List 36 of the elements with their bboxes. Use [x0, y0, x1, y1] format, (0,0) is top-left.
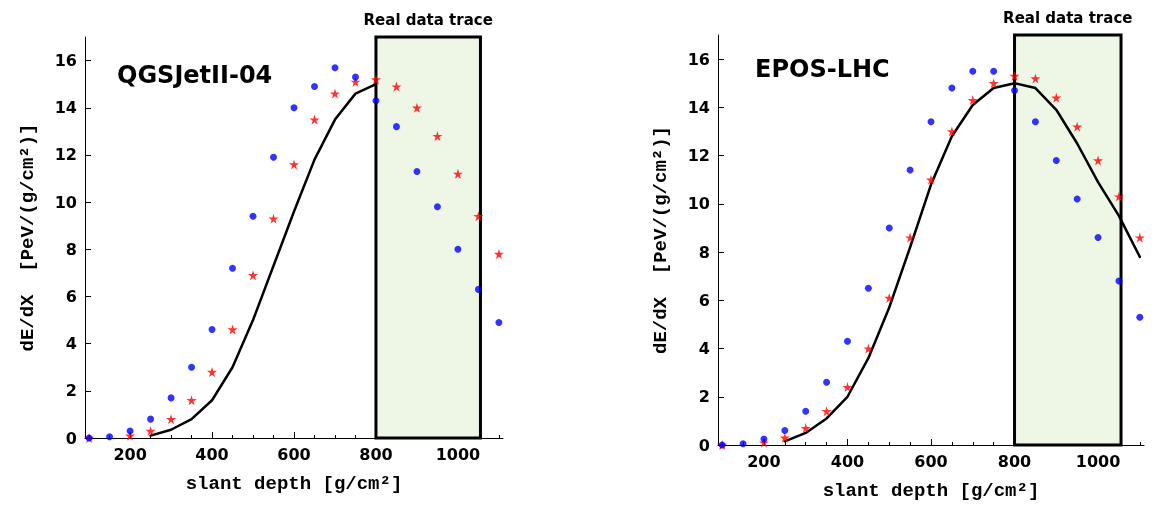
x-tick-label: 1000: [435, 444, 481, 464]
y-tick-label: 8: [698, 242, 710, 262]
text: EPOS-LHC: [755, 55, 890, 83]
y-tick-label: 0: [698, 435, 710, 455]
y-tick-label: 4: [698, 339, 710, 359]
y-axis-title: dE/dX [PeV/(g/cm²)]: [16, 123, 39, 352]
y-tick-label: 6: [698, 290, 710, 310]
y-tick-label: 10: [54, 192, 77, 212]
x-tick-label: 200: [113, 444, 147, 464]
x-axis-title: slant depth [g/cm²]: [185, 472, 403, 495]
x-tick-label: 600: [914, 451, 948, 471]
y-tick-label: 4: [65, 334, 77, 354]
y-tick-label: 6: [65, 286, 77, 306]
y-axis-title: dE/dX [PeV/(g/cm²)]: [649, 125, 672, 355]
text: QGSJetII-04: [117, 61, 273, 89]
y-tick-label: 12: [687, 146, 710, 166]
x-tick-label: 800: [997, 451, 1032, 471]
x-tick-label: 1000: [1075, 451, 1121, 471]
y-tick-label: 0: [65, 428, 77, 448]
x-tick-label: 400: [195, 444, 229, 464]
x-tick-label: 600: [277, 444, 311, 464]
x-axis-title: slant depth [g/cm²]: [822, 479, 1040, 502]
y-tick-label: 14: [687, 97, 710, 117]
y-tick-label: 8: [65, 239, 77, 259]
x-tick-label: 400: [830, 451, 865, 471]
band-label: Real data trace: [1003, 9, 1133, 27]
y-tick-label: 10: [687, 194, 710, 214]
y-tick-label: 16: [687, 49, 710, 69]
y-tick-label: 2: [65, 381, 77, 401]
band-label: Real data trace: [363, 11, 493, 29]
y-tick-label: 2: [698, 387, 710, 407]
x-tick-label: 800: [359, 444, 393, 464]
y-tick-label: 12: [54, 145, 77, 165]
y-tick-label: 14: [54, 98, 77, 118]
x-tick-label: 200: [747, 451, 781, 471]
y-tick-label: 16: [54, 51, 77, 71]
